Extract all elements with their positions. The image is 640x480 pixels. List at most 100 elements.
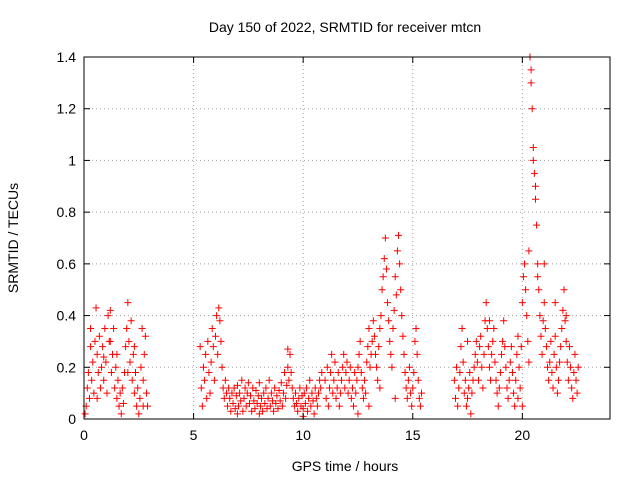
data-point <box>333 384 341 392</box>
x-tick-label: 15 <box>405 427 421 443</box>
data-point <box>102 358 110 366</box>
data-point <box>138 325 146 332</box>
data-point <box>206 389 214 397</box>
data-point <box>202 350 210 358</box>
data-point <box>251 405 259 413</box>
data-point <box>377 312 385 320</box>
data-point <box>517 343 525 351</box>
data-point <box>115 402 123 410</box>
data-point <box>128 376 136 384</box>
data-point <box>365 325 373 332</box>
data-point <box>362 389 370 397</box>
data-point <box>308 389 316 397</box>
data-point <box>98 363 106 371</box>
data-point <box>273 392 281 400</box>
data-point <box>294 407 302 415</box>
data-point <box>458 325 466 332</box>
data-point <box>139 376 147 384</box>
data-point <box>133 402 141 410</box>
data-point <box>553 389 561 397</box>
data-point <box>210 376 218 384</box>
data-point <box>556 358 564 366</box>
data-point <box>461 376 469 384</box>
data-point <box>490 325 498 332</box>
y-tick-label: 0.2 <box>57 359 77 375</box>
data-point <box>514 332 522 340</box>
data-point <box>89 358 97 366</box>
data-point <box>139 402 147 410</box>
data-point <box>359 394 367 402</box>
data-point <box>548 368 556 376</box>
data-point <box>408 402 416 410</box>
data-point <box>559 306 567 314</box>
data-point <box>388 363 396 371</box>
data-point <box>351 368 359 376</box>
data-point <box>321 376 329 384</box>
data-point <box>519 273 527 281</box>
data-point <box>410 368 418 376</box>
data-point <box>462 402 470 410</box>
data-point <box>209 343 217 351</box>
data-point <box>518 299 526 307</box>
data-point <box>301 399 309 407</box>
data-point <box>484 343 492 351</box>
data-point <box>524 337 532 345</box>
data-point <box>530 169 538 177</box>
data-point <box>560 286 568 294</box>
data-point <box>217 337 225 345</box>
data-point <box>213 312 221 320</box>
data-point <box>323 363 331 371</box>
data-point <box>215 304 223 312</box>
data-point <box>514 394 522 402</box>
data-point <box>392 291 400 299</box>
y-tick-label: 0.4 <box>57 308 77 324</box>
data-point <box>341 384 349 392</box>
data-point <box>482 299 490 307</box>
y-tick-label: 0.6 <box>57 256 77 272</box>
data-point <box>464 394 472 402</box>
data-point <box>137 363 145 371</box>
data-point <box>401 368 409 376</box>
data-point <box>93 350 101 358</box>
data-point <box>465 384 473 392</box>
data-point <box>400 350 408 358</box>
data-point <box>450 376 458 384</box>
data-point <box>365 402 373 410</box>
data-point <box>528 105 536 113</box>
data-point <box>399 332 407 340</box>
data-point <box>199 363 207 371</box>
data-point <box>364 343 372 351</box>
data-point <box>285 376 293 384</box>
y-tick-label: 0.8 <box>57 204 77 220</box>
data-point <box>83 384 91 392</box>
data-point <box>500 317 508 325</box>
data-point <box>545 376 553 384</box>
data-point <box>284 345 292 353</box>
data-point <box>116 389 124 397</box>
data-point <box>485 363 493 371</box>
data-point <box>495 384 503 392</box>
data-point <box>265 376 273 384</box>
data-point <box>104 312 112 320</box>
data-point <box>384 299 392 307</box>
data-point <box>317 384 325 392</box>
data-point <box>527 79 535 87</box>
data-point <box>503 384 511 392</box>
data-point <box>511 402 519 410</box>
data-point <box>479 384 487 392</box>
data-point <box>381 234 389 242</box>
data-point <box>343 358 351 366</box>
data-point <box>455 384 463 392</box>
data-point <box>557 343 565 351</box>
data-point <box>460 389 468 397</box>
data-point <box>502 363 510 371</box>
data-point <box>260 389 268 397</box>
data-point <box>376 325 384 332</box>
data-point <box>413 350 421 358</box>
data-point <box>329 389 337 397</box>
data-point <box>322 394 330 402</box>
data-point <box>216 317 224 325</box>
data-point <box>198 402 206 410</box>
data-point <box>563 358 571 366</box>
